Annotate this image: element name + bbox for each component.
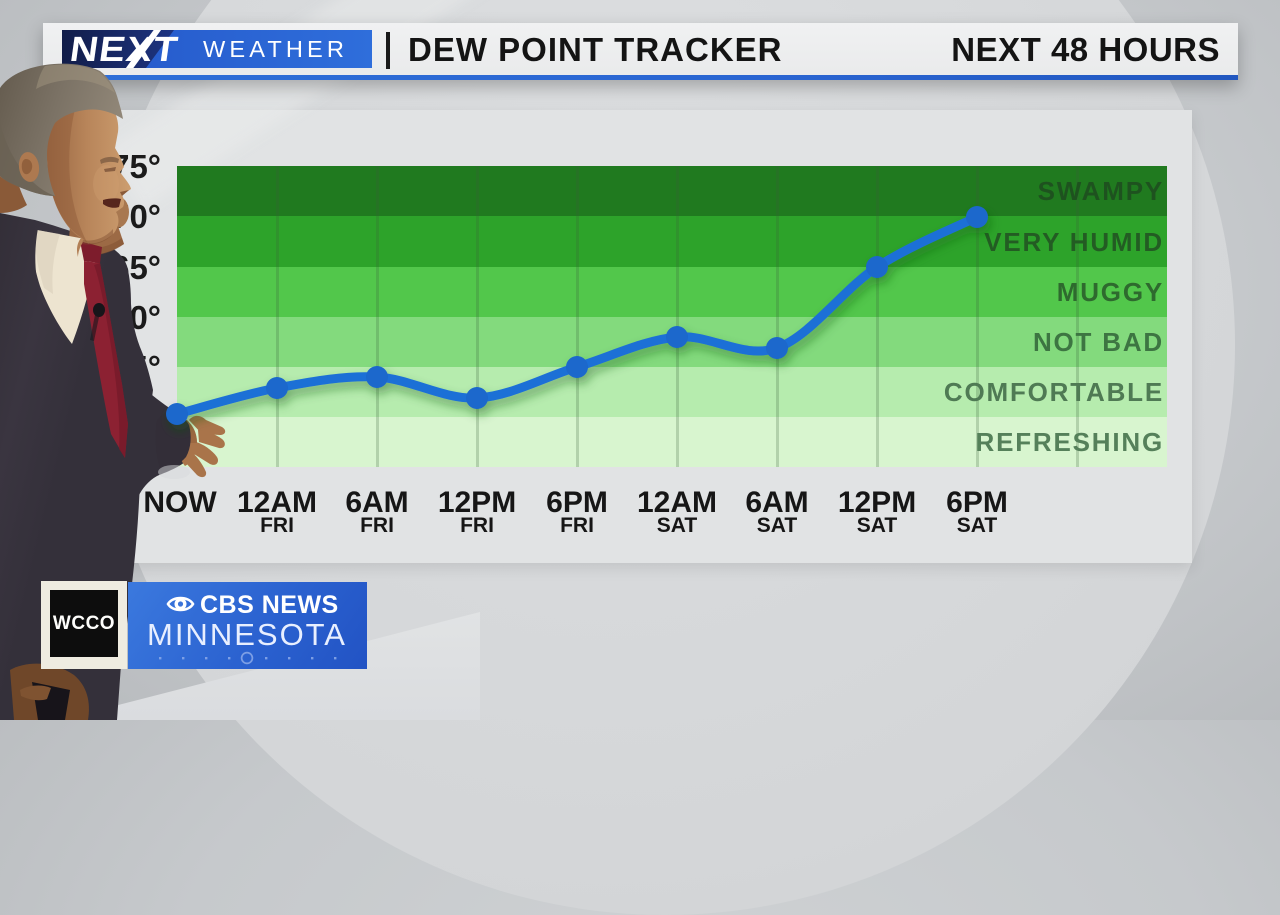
svg-text:WEATHER: WEATHER: [203, 36, 348, 62]
svg-text:NEXT: NEXT: [68, 30, 181, 68]
svg-text:MINNESOTA: MINNESOTA: [147, 617, 347, 652]
svg-text:CBS NEWS: CBS NEWS: [200, 591, 339, 619]
